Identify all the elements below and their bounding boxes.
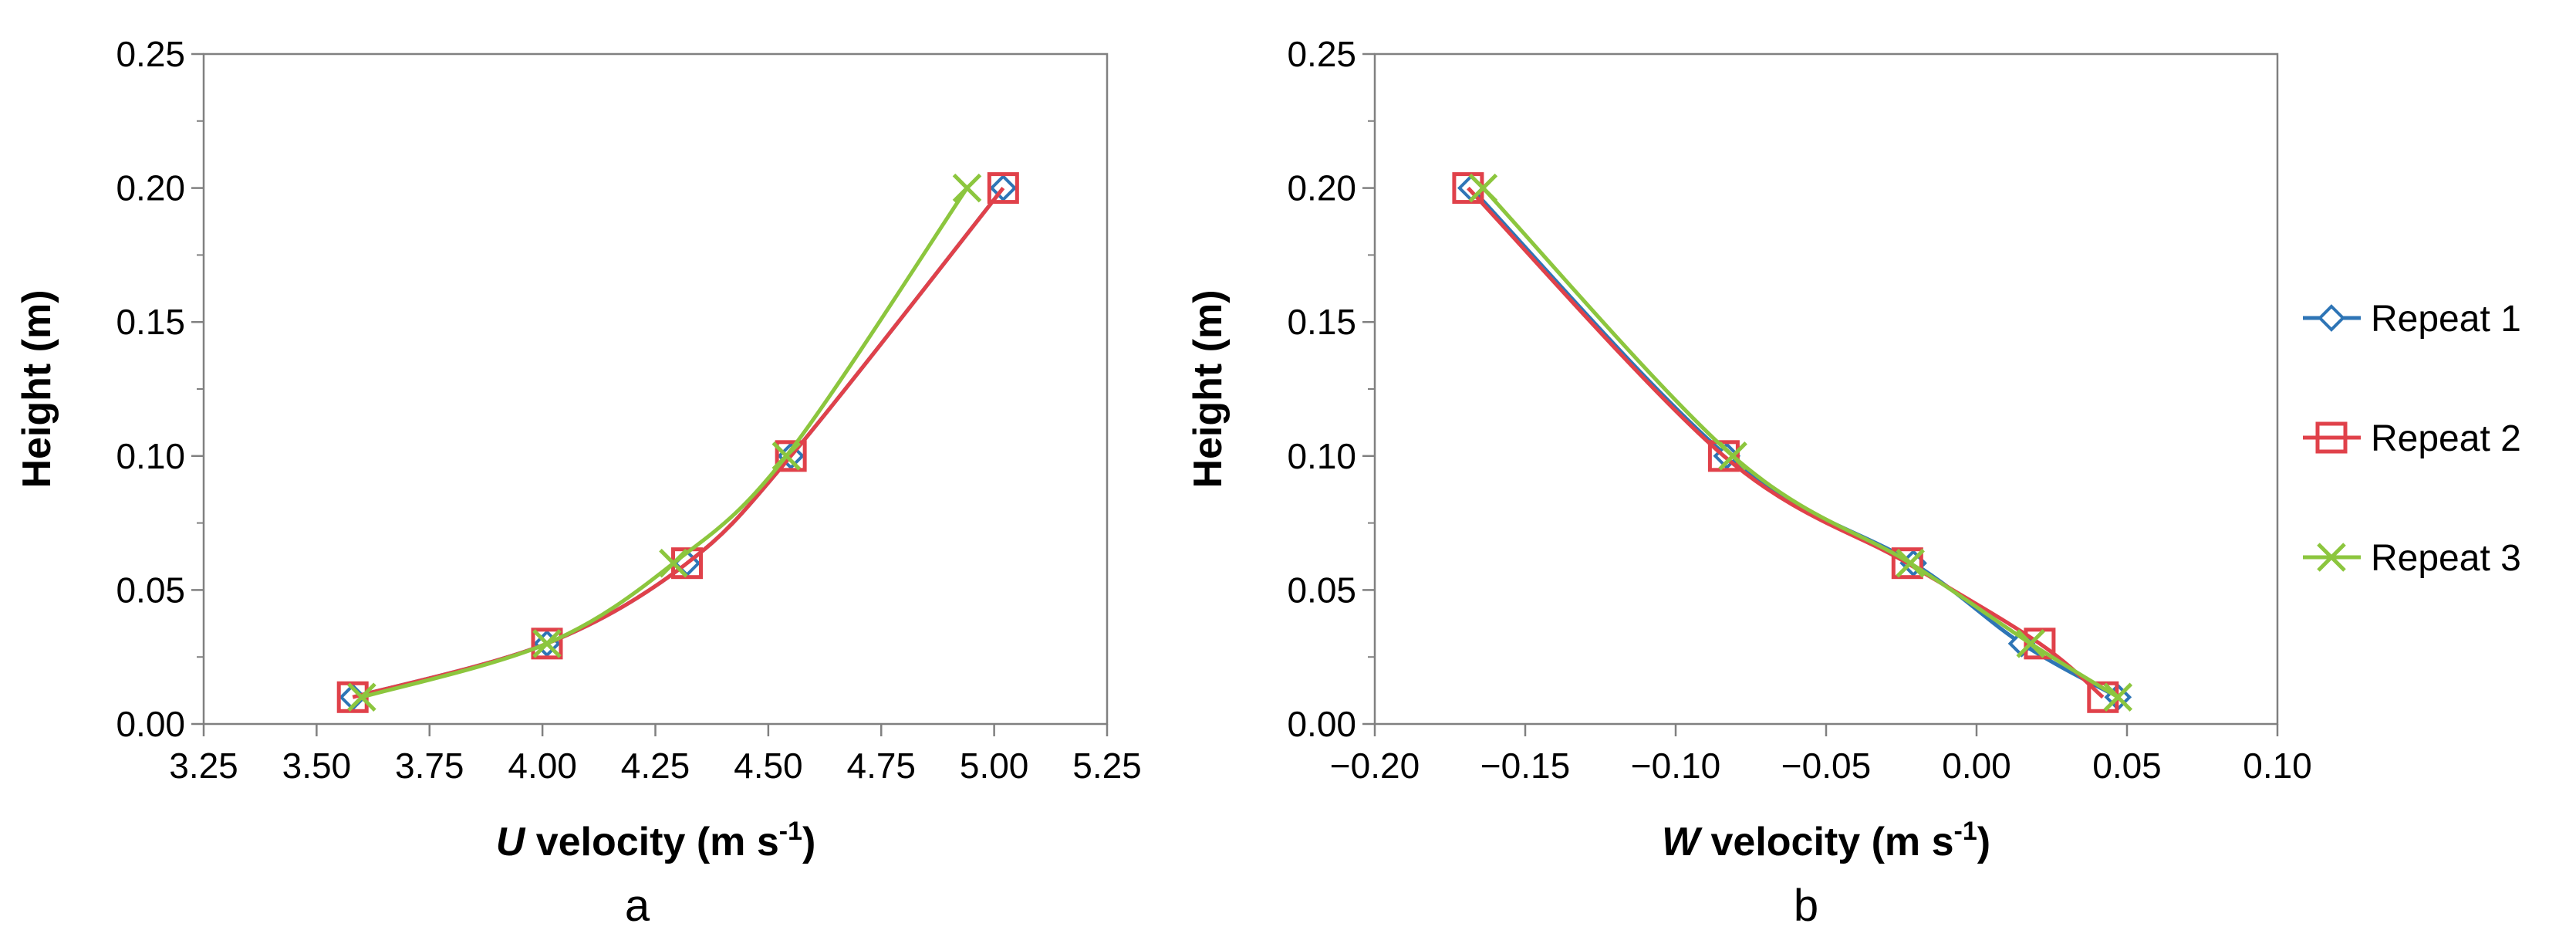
plot-frame [1373,52,2279,726]
y-tick-label: 0.25 [116,34,185,74]
y-tick-label: 0.20 [1287,168,1356,208]
series-line [1469,186,2119,699]
series-repeat-3 [1468,173,2133,712]
data-point [1891,547,1923,580]
data-point [2103,682,2133,712]
x-tick-label: 3.25 [169,746,238,786]
legend-marker [2317,543,2346,572]
data-point [775,440,807,472]
x-tick-label: 4.00 [508,746,577,786]
x-tick-label: −0.15 [1480,746,1570,786]
x-axis-title: W velocity (m s-1) [1662,817,1990,864]
y-tick-label: 0.20 [116,168,185,208]
chart-panel-b: 0.00 0.05 0.10 0.15 0.20 0.25 −0.20 −0.15 −0.10 −… [1186,34,2312,931]
y-tick-label: 0.05 [116,570,185,610]
x-axis-title-text: velocity (m s [1700,820,1953,864]
x-tick-label: 0.10 [2243,746,2312,786]
legend-entry-repeat-2: Repeat 2 [2303,418,2521,459]
data-point [659,548,688,578]
x-axis-title-end: ) [802,820,815,864]
series-repeat-3 [347,173,982,712]
x-tick-label: −0.10 [1631,746,1720,786]
x-tick-label: 5.25 [1072,746,1142,786]
panel-label: a [625,881,650,931]
x-tick-label: 3.75 [395,746,464,786]
chart-panel-a: 0.00 0.05 0.10 0.15 0.20 0.25 3.25 3.50 3.75 4.00… [15,34,1142,931]
series-repeat-1 [339,174,1018,712]
x-tick-label: 4.25 [621,746,690,786]
legend-label: Repeat 3 [2371,538,2521,579]
legend-marker [2318,304,2345,332]
data-point [1468,173,1498,203]
y-tick-label: 0.15 [1287,302,1356,342]
series-line [361,187,969,699]
data-point [952,173,982,203]
y-tick-label: 0.00 [1287,704,1356,744]
x-tick-label: 4.50 [734,746,803,786]
x-tick-label: −0.20 [1330,746,1420,786]
legend: Repeat 1 Repeat 2 Repeat 3 [2303,299,2521,579]
series-repeat-2 [1452,172,2119,713]
y-tick-label: 0.10 [116,436,185,476]
series-line [352,187,1005,699]
x-tick-label: 3.50 [282,746,352,786]
series-repeat-2 [336,172,1019,713]
x-axis-title-superscript: -1 [1954,817,1977,846]
panel-label: b [1794,881,1818,931]
x-axis-title-end: ) [1977,820,1990,864]
series-line [1481,186,2119,699]
x-axis-title: U velocity (m s-1) [496,817,816,864]
data-point [531,627,563,660]
data-point [1718,441,1747,471]
plot-frame [202,52,1109,726]
x-tick-label: 0.05 [2092,746,2162,786]
x-axis-title-variable: W [1662,820,1703,864]
data-point [347,682,376,712]
legend-entry-repeat-1: Repeat 1 [2303,299,2521,340]
data-point [532,629,562,658]
x-axis-title-text: velocity (m s [525,820,778,864]
x-axis-title-superscript: -1 [779,817,802,846]
x-tick-label: 0.00 [1942,746,2011,786]
y-axis-title: Height (m) [15,289,59,488]
x-tick-label: 5.00 [960,746,1029,786]
x-axis-title-variable: U [496,820,526,864]
series-line [352,187,1005,699]
legend-entry-repeat-3: Repeat 3 [2303,538,2521,579]
data-point [2016,629,2045,658]
y-tick-label: 0.10 [1287,436,1356,476]
y-tick-label: 0.05 [1287,570,1356,610]
series-line [1467,186,2105,699]
data-point [987,172,1019,205]
y-tick-label: 0.15 [116,302,185,342]
x-tick-label: −0.05 [1781,746,1871,786]
y-tick-label: 0.00 [116,704,185,744]
legend-label: Repeat 2 [2371,418,2521,459]
data-point [771,441,802,471]
y-axis-title: Height (m) [1186,289,1231,488]
data-point [2024,627,2056,660]
y-tick-label: 0.25 [1287,34,1356,74]
data-point [1707,440,1740,472]
legend-label: Repeat 1 [2371,299,2521,340]
data-point [1896,548,1925,578]
legend-marker [2315,421,2348,454]
x-tick-label: 4.75 [846,746,916,786]
